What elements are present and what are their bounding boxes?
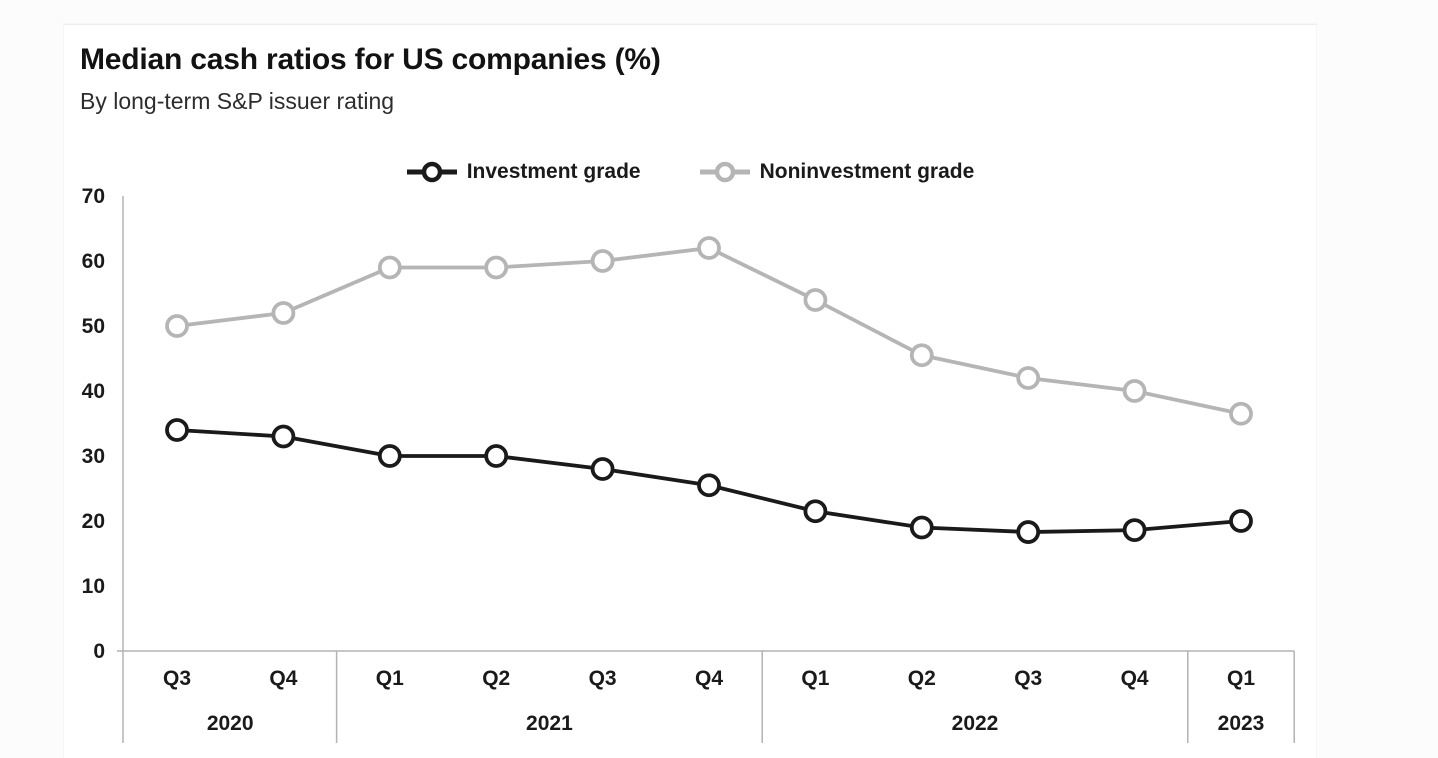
data-point-noninvestment-grade (271, 301, 296, 325)
quarter-label: Q3 (163, 667, 191, 690)
quarter-label: Q2 (908, 667, 936, 690)
quarter-label: Q2 (482, 667, 510, 690)
year-label: 2022 (952, 712, 999, 735)
data-point-investment-grade (803, 499, 828, 524)
y-tick-label: 40 (82, 380, 105, 403)
quarter-label: Q4 (695, 667, 723, 690)
y-tick-label: 0 (93, 640, 105, 663)
legend-label: Noninvestment grade (759, 160, 975, 183)
data-point-investment-grade (1016, 520, 1041, 544)
data-point-noninvestment-grade (377, 255, 402, 280)
line-chart: 0 10 20 30 40 50 60 70 2020 2021 2022 2023 Q3 Q4 Q1 Q2 Q… (82, 185, 1295, 743)
y-tick-label: 10 (82, 575, 105, 598)
data-point-noninvestment-grade (697, 236, 721, 260)
data-point-investment-grade (697, 473, 721, 498)
series-line-noninvestment-grade (176, 246, 1242, 416)
year-label: 2023 (1218, 712, 1265, 735)
data-point-noninvestment-grade (165, 314, 189, 338)
legend-item-noninvestment-grade: Noninvestment grade (699, 160, 975, 184)
chart-card: 0 10 20 30 40 50 60 70 2020 2021 2022 2023 Q3 Q4 Q1 Q2 Q… (64, 24, 1316, 758)
year-label: 2020 (207, 712, 254, 735)
quarter-label: Q4 (1121, 667, 1149, 690)
quarter-label: Q3 (1014, 667, 1042, 690)
y-tick-label: 30 (82, 445, 105, 468)
data-point-investment-grade (484, 444, 509, 468)
year-label: 2021 (526, 712, 573, 735)
legend-marker-icon (699, 161, 750, 183)
data-point-investment-grade (909, 515, 934, 540)
legend-marker-icon (406, 161, 457, 183)
legend-label: Investment grade (466, 160, 641, 183)
data-point-noninvestment-grade (803, 288, 828, 312)
quarter-label: Q3 (589, 667, 617, 690)
y-tick-label: 50 (82, 315, 105, 338)
legend-item-investment-grade: Investment grade (406, 160, 641, 184)
data-point-investment-grade (1229, 509, 1253, 533)
data-point-investment-grade (271, 424, 296, 449)
quarter-label: Q4 (269, 667, 297, 690)
data-point-noninvestment-grade (909, 343, 934, 368)
y-tick-label: 60 (82, 250, 105, 273)
data-point-noninvestment-grade (1122, 379, 1147, 403)
chart-title: Median cash ratios for US companies (%) (80, 43, 661, 76)
data-point-noninvestment-grade (484, 255, 509, 280)
data-point-investment-grade (377, 444, 402, 468)
quarter-label: Q1 (801, 667, 829, 690)
y-tick-label: 70 (82, 185, 105, 208)
data-point-noninvestment-grade (1229, 401, 1253, 426)
chart-subtitle: By long-term S&P issuer rating (80, 88, 395, 114)
quarter-label: Q1 (1227, 667, 1255, 690)
quarter-label: Q1 (376, 667, 404, 690)
chart-legend: Investment grade Noninvestment grade (64, 160, 1316, 184)
data-point-investment-grade (1122, 518, 1147, 543)
data-point-investment-grade (590, 457, 615, 481)
data-point-noninvestment-grade (1016, 366, 1041, 390)
data-point-investment-grade (165, 418, 189, 442)
data-point-noninvestment-grade (590, 249, 615, 273)
y-tick-label: 20 (82, 510, 105, 533)
